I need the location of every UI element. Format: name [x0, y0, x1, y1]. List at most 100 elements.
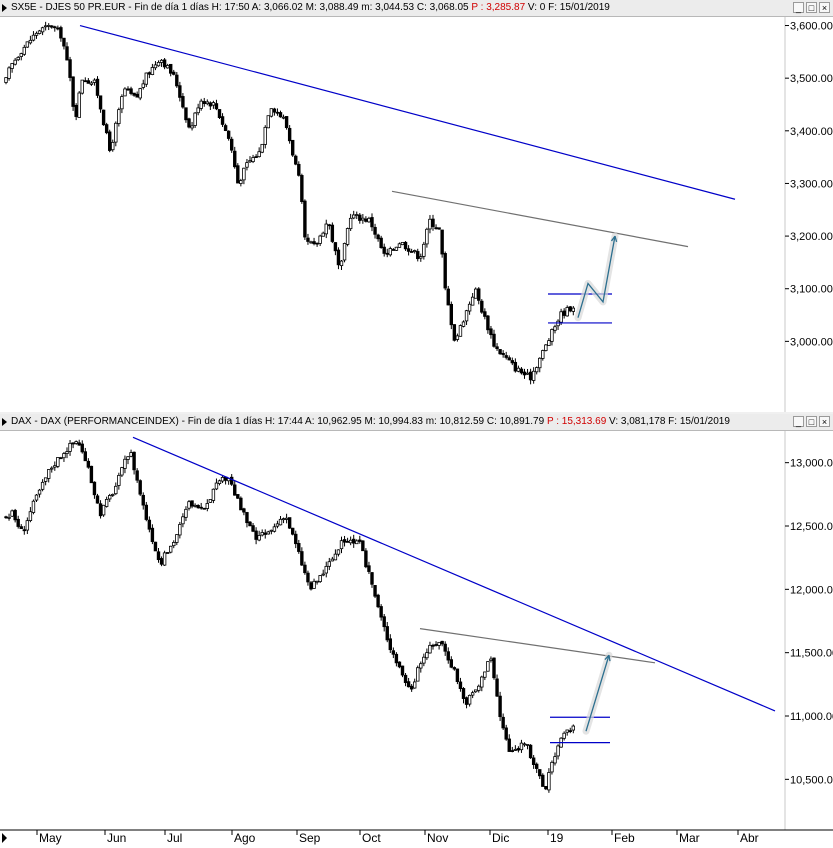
x-tick-label: Feb [614, 831, 635, 845]
candle-body [556, 745, 560, 757]
sx5e-chart[interactable]: 3,600.00 3,500.00 3,400.00 3,300.00 3,200.00… [0, 17, 833, 412]
candle-body [101, 504, 106, 516]
candle-body [306, 237, 310, 242]
candle-body [147, 519, 152, 530]
candle-body [245, 512, 249, 524]
candle-body [516, 367, 521, 372]
candle-body [373, 226, 377, 235]
candle-body [233, 150, 237, 168]
candle-body [434, 644, 438, 646]
candle-body [492, 657, 496, 679]
candle-body [486, 315, 490, 331]
x-tick-label: 19 [550, 831, 564, 845]
candle-body [43, 25, 48, 28]
candle-body [98, 95, 103, 110]
close-button[interactable]: × [819, 416, 830, 427]
panel-menu-icon[interactable] [2, 4, 7, 12]
candle-body [86, 80, 91, 84]
candle-body [473, 288, 478, 299]
candle-body [101, 109, 106, 126]
candle-body [168, 63, 173, 74]
candle-body [114, 122, 118, 143]
candle-body [56, 27, 60, 30]
minimize-button[interactable]: _ [793, 416, 804, 427]
candle-body [297, 543, 301, 552]
x-tick-label: Ago [234, 831, 256, 845]
candle-body [239, 180, 243, 184]
candle-body [519, 368, 524, 374]
candle-body [16, 56, 20, 61]
candle-body [321, 232, 325, 237]
candle-body [364, 550, 368, 568]
candle-body [373, 585, 377, 597]
candle-body [507, 738, 511, 752]
candle-body [205, 503, 209, 509]
panel-menu-icon[interactable] [2, 418, 7, 426]
candle-body [111, 141, 115, 151]
candle-body [74, 441, 78, 444]
candle-body [202, 507, 206, 510]
candle-body [428, 218, 432, 230]
candle-body [364, 218, 368, 222]
candle-body [409, 251, 414, 253]
candle-body [275, 111, 280, 114]
candle-body [422, 656, 426, 664]
x-tick-label: May [39, 831, 62, 845]
candle-body [507, 357, 511, 361]
candle-body [19, 53, 23, 57]
candle-body [269, 108, 274, 117]
minimize-button[interactable]: _ [793, 2, 804, 13]
candle-body [528, 744, 533, 759]
candle-body [498, 349, 502, 355]
candle-body [531, 370, 536, 381]
candle-body [184, 508, 188, 518]
candle-body [53, 465, 57, 468]
candle-body [327, 224, 331, 227]
x-tick-label: Abr [740, 831, 759, 845]
candle-body [104, 124, 109, 134]
candle-body [71, 442, 75, 445]
candle-body [117, 474, 121, 486]
candle-body [510, 360, 514, 364]
candle-body [330, 558, 335, 562]
candle-body [229, 476, 234, 485]
y-tick-label: 3,000.00 [790, 336, 833, 348]
candle-body [324, 565, 328, 574]
candle-body [449, 303, 453, 326]
close-button[interactable]: × [819, 2, 830, 13]
candle-body [440, 640, 444, 645]
candle-body [74, 104, 78, 117]
candle-body [31, 500, 36, 513]
maximize-button[interactable]: □ [806, 416, 817, 427]
candle-body [345, 540, 350, 543]
candle-body [144, 72, 148, 85]
candle-body [330, 224, 335, 242]
candle-body [519, 742, 524, 751]
candle-body [538, 357, 542, 369]
candle-body [379, 606, 383, 618]
candle-body [126, 88, 130, 91]
candle-body [132, 92, 136, 96]
candle-body [431, 218, 435, 227]
dax-chart[interactable]: 13,000.00 12,500.00 12,000.00 11,500.00 11,0… [0, 431, 833, 848]
candle-body [477, 288, 481, 301]
candle-body [199, 100, 203, 109]
maximize-button[interactable]: □ [806, 2, 817, 13]
candle-body [403, 674, 408, 684]
candle-body [376, 234, 380, 240]
candle-body [263, 126, 267, 145]
candle-body [544, 785, 548, 790]
candle-body [236, 494, 240, 499]
candle-body [489, 328, 493, 336]
candle-body [150, 527, 155, 542]
candle-body [361, 217, 365, 221]
candle-body [141, 494, 145, 506]
candle-body [233, 484, 237, 496]
candle-body [68, 59, 72, 78]
candle-body [108, 495, 112, 500]
candle-body [400, 241, 405, 246]
y-tick-label: 12,500.00 [790, 521, 833, 533]
projection-arrow [577, 235, 616, 318]
candle-body [367, 217, 371, 223]
candle-body [187, 118, 191, 128]
